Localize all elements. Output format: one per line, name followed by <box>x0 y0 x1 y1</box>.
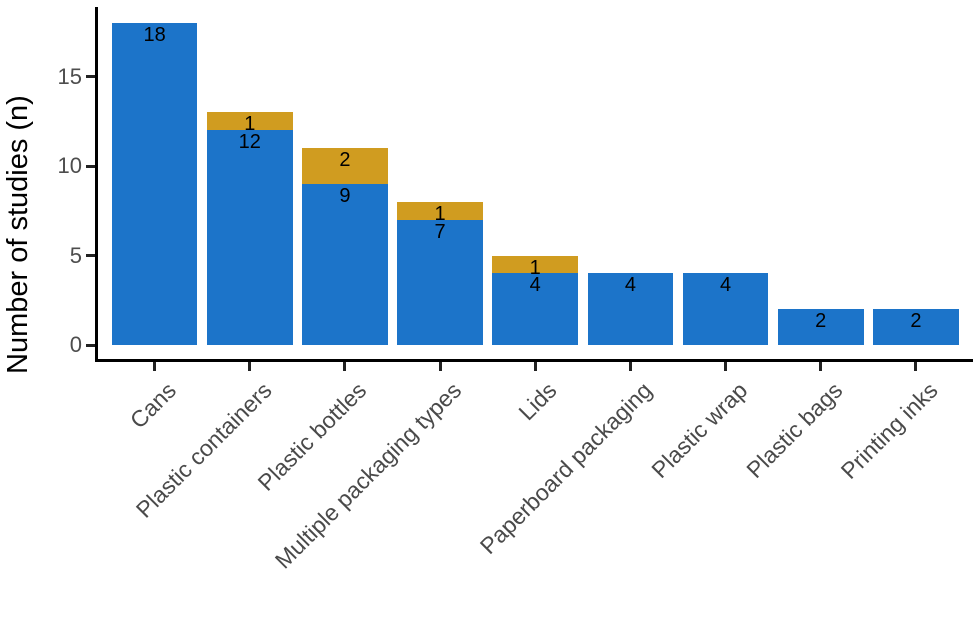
x-tick-label: Plastic wrap <box>645 377 752 484</box>
bar-value-label: 4 <box>529 274 541 297</box>
bar-value-label: 12 <box>238 131 261 154</box>
bar-value-label: 1 <box>244 113 256 136</box>
x-tick <box>438 362 442 371</box>
y-tick-label: 5 <box>69 242 82 268</box>
bar-segment-primary-studies <box>682 273 769 345</box>
x-tick <box>628 362 632 371</box>
x-tick-label: Plastic bags <box>741 377 848 484</box>
bar-value-label: 2 <box>339 149 351 172</box>
bar-segment-primary-studies <box>397 219 483 345</box>
x-tick-label: Multiple packaging types <box>269 377 467 574</box>
y-tick-label: 0 <box>69 332 82 357</box>
x-tick-label: Cans <box>124 377 181 434</box>
y-tick-label: 10 <box>57 153 82 179</box>
x-tick-label: Paperboard packaging <box>474 377 657 560</box>
x-tick-label: Printing inks <box>835 377 943 484</box>
bar-segment-secondary-studies <box>206 112 293 131</box>
bar-segment-primary-studies <box>111 22 198 345</box>
y-tick <box>86 75 95 79</box>
bar-segment-primary-studies <box>206 130 293 345</box>
bar-segment-primary-studies <box>873 309 959 345</box>
bar-value-label: 2 <box>910 310 922 333</box>
y-tick <box>86 254 95 258</box>
y-tick <box>86 343 95 347</box>
bar-value-label: 4 <box>720 274 732 297</box>
bar-segment-secondary-studies <box>302 148 388 184</box>
x-tick <box>724 362 728 371</box>
x-tick <box>248 362 252 371</box>
bar-value-label: 1 <box>434 202 446 225</box>
bar-value-label: 7 <box>434 220 446 243</box>
bar-segment-primary-studies <box>302 183 388 345</box>
y-tick-label: 15 <box>57 63 82 89</box>
bar-segment-secondary-studies <box>492 255 579 274</box>
bar-segment-primary-studies <box>587 273 674 345</box>
x-tick <box>153 362 157 371</box>
x-tick <box>819 362 823 371</box>
x-tick <box>343 362 347 371</box>
bar-segment-primary-studies <box>492 273 579 345</box>
bar-value-label: 9 <box>339 184 351 207</box>
y-axis-line <box>94 7 98 362</box>
bar-value-label: 18 <box>143 23 166 46</box>
x-axis-line <box>94 359 973 362</box>
bar-segment-primary-studies <box>777 309 864 345</box>
bar-value-label: 2 <box>815 310 827 333</box>
bar-value-label: 1 <box>529 256 541 279</box>
bar-value-label: 4 <box>624 274 636 297</box>
x-tick <box>533 362 537 371</box>
x-tick <box>914 362 918 371</box>
bar-segment-secondary-studies <box>397 201 483 220</box>
y-tick <box>86 164 95 168</box>
x-tick-label: Lids <box>513 377 562 426</box>
